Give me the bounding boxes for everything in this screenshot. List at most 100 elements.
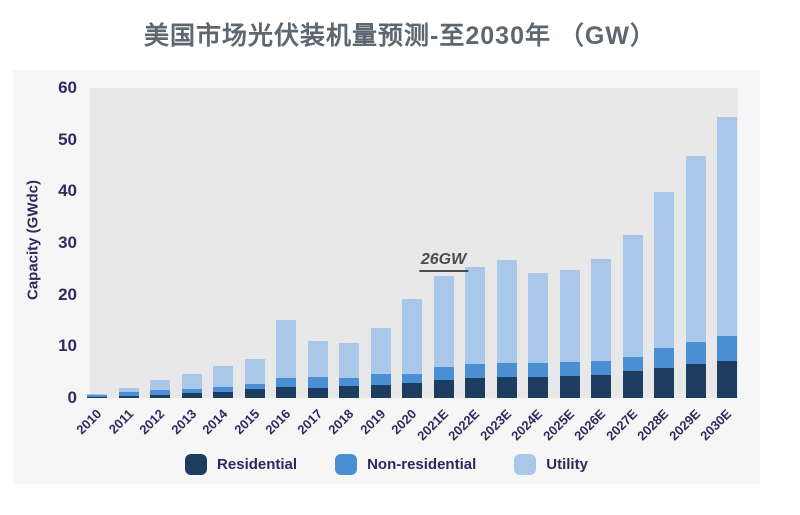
bar-segment-residential [528, 377, 548, 398]
bar-segment-utility [87, 393, 107, 396]
bar-segment-utility [244, 359, 265, 385]
bar-2029E [685, 156, 706, 398]
legend-swatch-residential [185, 454, 208, 475]
bar-2027E [622, 235, 643, 398]
bar-segment-non-residential [276, 377, 296, 387]
bar-segment-residential [654, 367, 674, 398]
bar-segment-residential [87, 396, 107, 398]
plot-area [87, 88, 738, 398]
bar-segment-residential [276, 386, 296, 398]
bar-segment-utility [307, 341, 328, 378]
y-tick-label: 40 [58, 181, 77, 201]
bar-2012 [150, 380, 170, 398]
bar-segment-non-residential [370, 374, 391, 386]
bar-segment-residential [181, 393, 202, 398]
legend-swatch-non-residential [335, 454, 358, 475]
bar-segment-non-residential [496, 362, 517, 378]
bar-segment-residential [244, 389, 265, 398]
bar-segment-utility [118, 388, 139, 393]
bar-segment-residential [339, 386, 359, 398]
legend-item: Residential [185, 454, 297, 475]
bar-segment-utility [213, 366, 233, 388]
bar-segment-non-residential [181, 389, 202, 394]
bar-2023E [496, 260, 517, 398]
bar-segment-non-residential [244, 384, 265, 390]
bar-2015 [244, 359, 265, 398]
bar-segment-residential [370, 385, 391, 398]
bar-segment-utility [559, 269, 580, 362]
bar-segment-non-residential [87, 395, 107, 397]
bar-2026E [591, 258, 611, 398]
legend-item-label: Residential [217, 456, 298, 473]
bar-segment-utility [465, 266, 485, 365]
bar-2024E [528, 273, 548, 398]
bar-segment-non-residential [339, 378, 359, 387]
bar-2030E [717, 116, 737, 398]
bar-2021E [433, 276, 454, 398]
bar-segment-non-residential [654, 348, 674, 368]
bar-segment-utility [654, 191, 674, 349]
bar-segment-non-residential [402, 374, 422, 383]
page-title: 美国市场光伏装机量预测-至2030年 （GW） [144, 22, 656, 50]
bar-segment-utility [402, 299, 422, 375]
bar-segment-utility [717, 116, 737, 336]
bar-segment-non-residential [465, 364, 485, 379]
bar-segment-utility [685, 156, 706, 343]
legend-swatch-utility [514, 454, 537, 475]
legend: Residential Non-residential Utility [13, 454, 760, 475]
bar-segment-non-residential [559, 361, 580, 376]
bar-2019 [370, 328, 391, 398]
bar-2018 [339, 343, 359, 398]
bar-2025E [559, 269, 580, 398]
bar-segment-non-residential [591, 360, 611, 376]
bar-segment-residential [559, 375, 580, 398]
bar-segment-residential [685, 364, 706, 398]
annotation-26gw: 26GW [418, 251, 469, 272]
bar-segment-utility [370, 328, 391, 375]
bar-segment-utility [622, 235, 643, 357]
y-tick-label: 60 [58, 78, 77, 97]
chart-card: Capacity (GWdc) 60 50 40 30 20 10 0 26GW 2010 2… [13, 70, 760, 484]
bar-2022E [465, 266, 485, 398]
bar-segment-residential [150, 395, 170, 398]
bar-segment-utility [276, 320, 296, 378]
bar-segment-residential [402, 382, 422, 398]
bar-segment-residential [717, 360, 737, 398]
bar-segment-residential [433, 379, 454, 398]
y-tick-label: 30 [58, 233, 77, 252]
bar-segment-residential [307, 388, 328, 398]
bar-segment-non-residential [307, 377, 328, 389]
bar-segment-utility [339, 343, 359, 379]
bar-segment-non-residential [433, 366, 454, 380]
bar-segment-utility [528, 273, 548, 364]
y-tick-label: 10 [58, 336, 77, 356]
y-tick-label: 0 [67, 388, 77, 407]
bar-segment-residential [496, 377, 517, 398]
bar-segment-utility [496, 260, 517, 363]
bar-2011 [118, 388, 139, 398]
bar-segment-non-residential [118, 392, 139, 397]
bar-segment-non-residential [213, 387, 233, 392]
bar-segment-residential [118, 396, 139, 398]
bar-segment-residential [213, 391, 233, 398]
bar-segment-non-residential [622, 356, 643, 372]
legend-item: Non-residential [335, 454, 476, 475]
bar-segment-utility [591, 258, 611, 361]
bar-segment-non-residential [150, 389, 170, 396]
bar-segment-non-residential [528, 363, 548, 378]
legend-item-label: Non-residential [367, 456, 477, 473]
bar-2014 [213, 366, 233, 398]
bar-segment-utility [181, 374, 202, 390]
bar-segment-residential [622, 371, 643, 398]
bar-2016 [276, 320, 296, 398]
bar-2010 [87, 393, 107, 398]
bar-segment-non-residential [685, 342, 706, 365]
legend-item: Utility [514, 454, 588, 475]
bar-segment-utility [150, 380, 170, 390]
bar-2020 [402, 299, 422, 398]
legend-item-label: Utility [546, 456, 588, 473]
bar-2013 [181, 374, 202, 398]
bar-segment-utility [433, 276, 454, 367]
bar-segment-residential [591, 375, 611, 398]
bar-2017 [307, 341, 328, 398]
